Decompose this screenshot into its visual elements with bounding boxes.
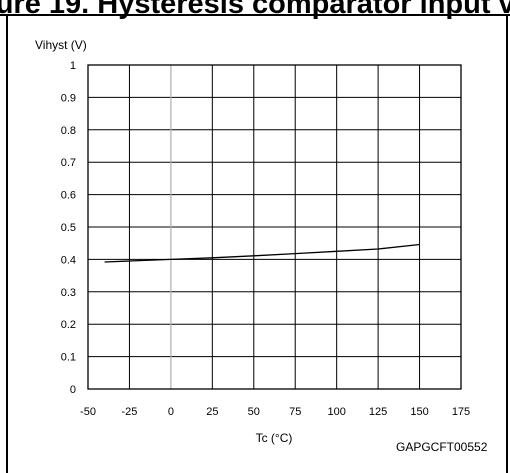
series-line — [104, 243, 420, 263]
y-tick-label: 0.9 — [61, 92, 76, 104]
y-tick-labels: 0 0.1 0.2 0.3 0.4 0.5 0.6 0.7 0.8 0.9 1 — [61, 60, 76, 396]
y-tick-label: 0.6 — [61, 190, 76, 202]
x-tick-label: -50 — [80, 406, 96, 418]
chart-title-strip: gure 19. Hysteresis comparator input vol… — [0, 0, 510, 34]
title-rule — [0, 14, 510, 16]
y-tick-label: 0.8 — [61, 125, 76, 137]
grid-lines — [87, 64, 462, 390]
x-tick-label: 75 — [289, 406, 301, 418]
figure-code-label: GAPGCFT00552 — [396, 440, 488, 454]
x-tick-label: 50 — [248, 406, 260, 418]
x-tick-label: 125 — [369, 406, 387, 418]
frame-right-border — [506, 15, 508, 473]
y-tick-label: 0.3 — [61, 287, 76, 299]
y-tick-label: 0.7 — [61, 157, 76, 169]
x-tick-label: 25 — [206, 406, 218, 418]
x-tick-label: 175 — [452, 406, 470, 418]
frame-left-border — [6, 15, 8, 473]
y-tick-label: 1 — [70, 60, 76, 72]
x-tick-label: 0 — [168, 406, 174, 418]
y-tick-label: 0.5 — [61, 222, 76, 234]
y-tick-label: 0.4 — [61, 254, 76, 266]
x-tick-label: 100 — [327, 406, 345, 418]
y-tick-label: 0.1 — [61, 352, 76, 364]
x-tick-label: -25 — [121, 406, 137, 418]
y-tick-label: 0.2 — [61, 319, 76, 331]
x-tick-label: 150 — [410, 406, 428, 418]
y-tick-label: 0 — [70, 384, 76, 396]
x-tick-labels: -50 -25 0 25 50 75 100 125 150 175 — [80, 406, 470, 418]
y-axis-label: Vihyst (V) — [35, 38, 87, 52]
plot-area-border — [87, 64, 462, 390]
series-lines — [104, 243, 420, 263]
x-axis-label: Tc (°C) — [256, 431, 293, 445]
